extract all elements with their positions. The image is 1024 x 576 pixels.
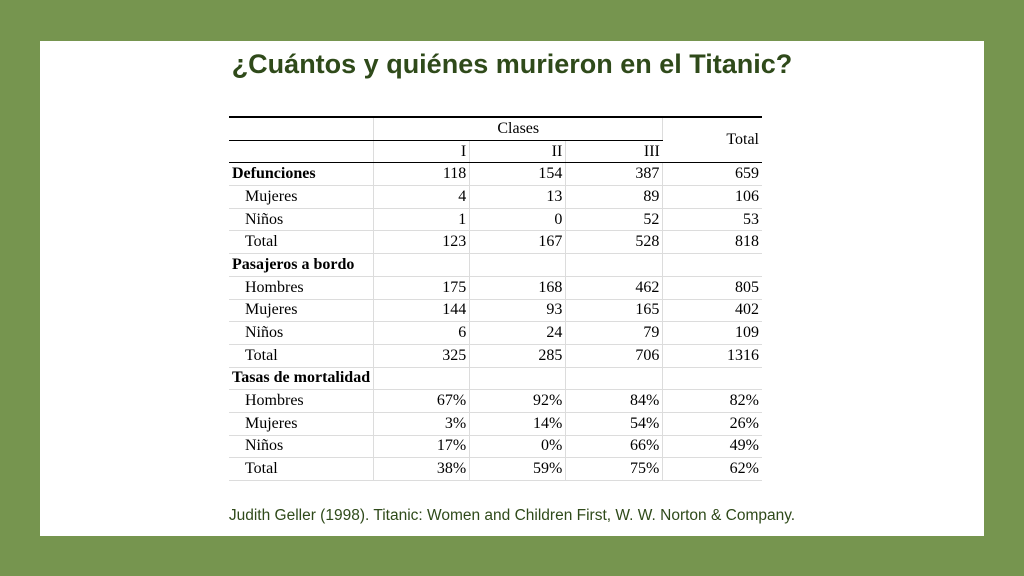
row-label: Niños [229,435,375,459]
table-cell: 1 [373,208,471,232]
table-cell: 62% [662,457,762,481]
table-cell: 528 [565,230,664,255]
table-cell: 175 [373,276,471,300]
table-cell: 82% [662,389,762,413]
table-cell: 17% [373,435,471,459]
table-cell: 84% [565,389,664,413]
section-label-defunciones: Defunciones [229,162,375,187]
header-corner-2 [229,140,375,164]
table-cell: 24 [469,321,567,345]
table-row: Tasas de mortalidad [229,367,762,391]
table-row: Total 123 167 528 818 [229,230,762,255]
row-label: Total [229,344,375,368]
table-cell: 123 [373,230,471,255]
table-cell: 75% [565,457,664,481]
table-cell: 706 [565,344,664,368]
table-cell: 14% [469,412,567,436]
table-cell: 13 [469,185,567,209]
row-label: Mujeres [229,412,375,436]
table-cell: 49% [662,435,762,459]
table-cell [373,367,471,391]
row-label: Mujeres [229,185,375,209]
table-cell: 59% [469,457,567,481]
table-cell: 0% [469,435,567,459]
table-row: Total 38% 59% 75% 62% [229,457,762,481]
table-cell [565,367,664,391]
row-label: Mujeres [229,299,375,323]
table-cell: 1316 [662,344,762,368]
citation: Judith Geller (1998). Titanic: Women and… [228,507,796,524]
table-row: Defunciones 118 154 387 659 [229,162,762,187]
header-corner [229,115,375,141]
row-label: Total [229,457,375,481]
table-cell: 0 [469,208,567,232]
table-cell: 67% [373,389,471,413]
row-label: Hombres [229,389,375,413]
titanic-table: Clases Total I II III Defunciones 118 15… [229,115,762,481]
total-header: Total [662,116,762,164]
class-header-ii: II [469,140,567,164]
table-row: Niños 17% 0% 66% 49% [229,435,762,459]
table-row: Total 325 285 706 1316 [229,344,762,368]
table-cell: 92% [469,389,567,413]
table-cell: 79 [565,321,664,345]
table-row: Mujeres 3% 14% 54% 26% [229,412,762,436]
table-cell: 3% [373,412,471,436]
table-cell: 26% [662,412,762,436]
table-cell [662,367,762,391]
table-cell: 6 [373,321,471,345]
table-row: Niños 1 0 52 53 [229,208,762,232]
header-row-2: I II III [229,140,762,164]
table-cell [469,253,567,277]
table-cell: 805 [662,276,762,300]
table-cell: 462 [565,276,664,300]
table-cell: 89 [565,185,664,209]
table-cell [469,367,567,391]
table-row: Niños 6 24 79 109 [229,321,762,345]
table-cell: 402 [662,299,762,323]
table-cell: 38% [373,457,471,481]
clases-header: Clases [373,115,664,141]
row-label: Total [229,230,375,255]
table-cell: 109 [662,321,762,345]
table-cell: 66% [565,435,664,459]
table-cell: 118 [373,162,471,187]
header-row-1: Clases Total [229,115,762,164]
table-cell: 54% [565,412,664,436]
slide: ¿Cuántos y quiénes murieron en el Titani… [40,41,984,536]
table-cell: 285 [469,344,567,368]
table-cell: 52 [565,208,664,232]
table-cell [565,253,664,277]
table-row: Hombres 67% 92% 84% 82% [229,389,762,413]
slide-title: ¿Cuántos y quiénes murieron en el Titani… [231,49,793,79]
table-row: Mujeres 144 93 165 402 [229,299,762,323]
table-cell: 165 [565,299,664,323]
table-row: Hombres 175 168 462 805 [229,276,762,300]
table-cell [662,253,762,277]
table-cell: 387 [565,162,664,187]
row-label: Hombres [229,276,375,300]
table-cell: 93 [469,299,567,323]
table-cell [373,253,471,277]
table-cell: 4 [373,185,471,209]
table-cell: 659 [662,162,762,187]
row-label: Niños [229,208,375,232]
table-cell: 167 [469,230,567,255]
class-header-i: I [373,140,471,164]
table-cell: 325 [373,344,471,368]
section-label-tasas: Tasas de mortalidad [229,367,375,391]
table-cell: 106 [662,185,762,209]
table-row: Pasajeros a bordo [229,253,762,277]
class-header-iii: III [565,140,663,164]
row-label: Niños [229,321,375,345]
table-cell: 53 [662,208,762,232]
section-label-pasajeros: Pasajeros a bordo [229,253,375,277]
table-cell: 154 [469,162,567,187]
table-cell: 144 [373,299,471,323]
table-cell: 818 [662,230,762,255]
table-row: Mujeres 4 13 89 106 [229,185,762,209]
table-cell: 168 [469,276,567,300]
